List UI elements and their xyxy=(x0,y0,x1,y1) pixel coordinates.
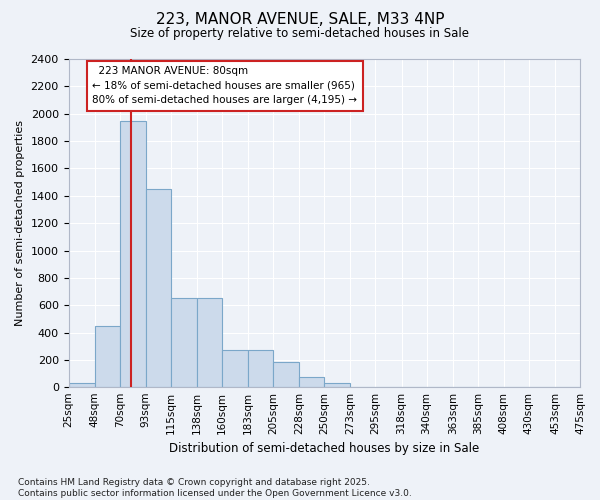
Text: Size of property relative to semi-detached houses in Sale: Size of property relative to semi-detach… xyxy=(131,28,470,40)
Y-axis label: Number of semi-detached properties: Number of semi-detached properties xyxy=(15,120,25,326)
Bar xyxy=(376,386,401,388)
Bar xyxy=(119,120,146,388)
Bar xyxy=(171,298,197,388)
Text: 223 MANOR AVENUE: 80sqm
← 18% of semi-detached houses are smaller (965)
80% of s: 223 MANOR AVENUE: 80sqm ← 18% of semi-de… xyxy=(92,66,358,106)
Text: Contains HM Land Registry data © Crown copyright and database right 2025.
Contai: Contains HM Land Registry data © Crown c… xyxy=(18,478,412,498)
Bar xyxy=(299,377,324,388)
Bar xyxy=(273,362,299,388)
Bar xyxy=(248,350,273,388)
Bar xyxy=(95,326,119,388)
X-axis label: Distribution of semi-detached houses by size in Sale: Distribution of semi-detached houses by … xyxy=(169,442,479,455)
Bar xyxy=(350,386,376,388)
Bar xyxy=(222,350,248,388)
Bar xyxy=(324,384,350,388)
Bar xyxy=(197,298,222,388)
Bar xyxy=(146,189,171,388)
Bar xyxy=(68,384,95,388)
Text: 223, MANOR AVENUE, SALE, M33 4NP: 223, MANOR AVENUE, SALE, M33 4NP xyxy=(156,12,444,28)
